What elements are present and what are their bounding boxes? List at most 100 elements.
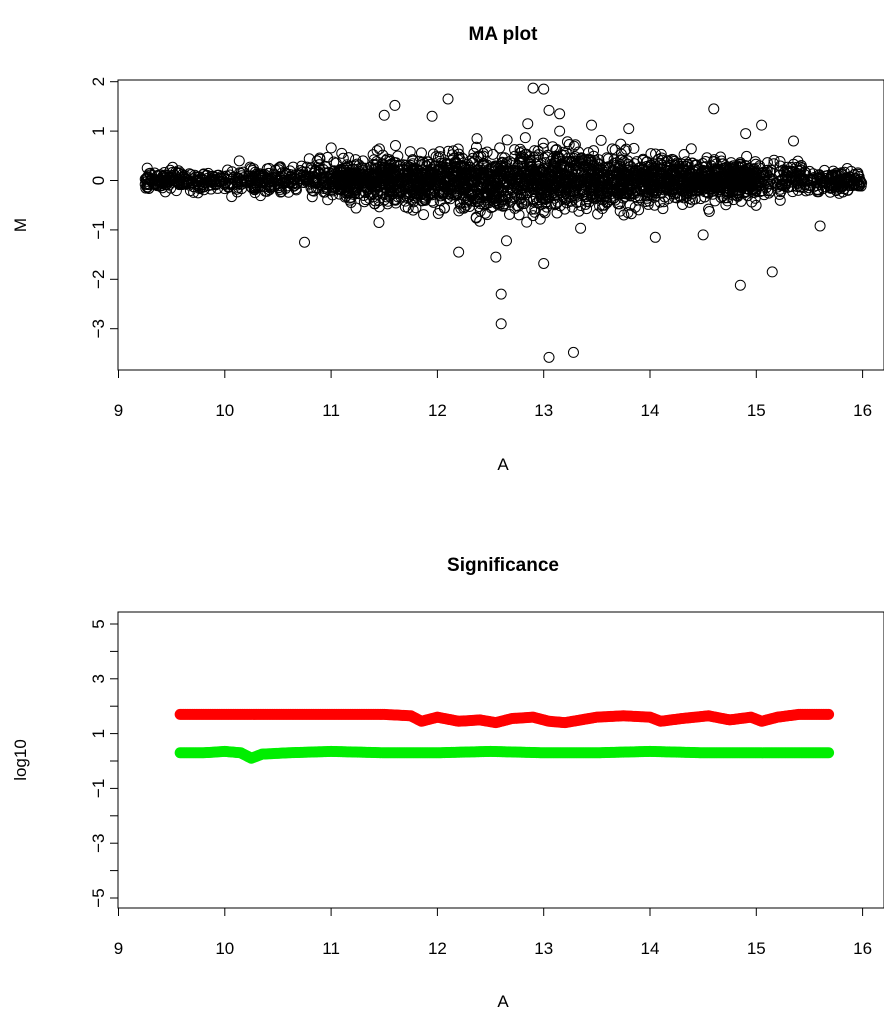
- ma-point: [550, 180, 562, 192]
- ma-point: [351, 183, 363, 195]
- ma-plot-points: [139, 82, 868, 363]
- ma-outlier-point: [623, 123, 635, 135]
- ma-point: [643, 195, 655, 207]
- ma-point: [546, 164, 558, 176]
- ma-point: [616, 154, 628, 166]
- ma-outlier-point: [299, 236, 311, 248]
- ma-point: [214, 175, 226, 187]
- ma-point: [763, 187, 775, 199]
- ma-point: [677, 198, 689, 210]
- x-tick-label: 12: [428, 939, 447, 958]
- ma-point: [835, 176, 847, 188]
- ma-point: [731, 190, 743, 202]
- ma-point: [454, 198, 466, 210]
- x-tick-label: 15: [747, 939, 766, 958]
- significance-x-label: A: [497, 992, 509, 1011]
- ma-point: [449, 189, 461, 201]
- ma-point: [288, 180, 300, 192]
- ma-point: [649, 148, 661, 160]
- ma-point: [595, 134, 607, 146]
- ma-point: [804, 180, 816, 192]
- ma-point: [721, 182, 733, 194]
- ma-point: [350, 202, 362, 214]
- ma-point: [339, 184, 351, 196]
- ma-point: [678, 149, 690, 161]
- ma-point: [438, 176, 450, 188]
- ma-point: [709, 195, 721, 207]
- ma-point: [345, 196, 357, 208]
- ma-point: [580, 159, 592, 171]
- ma-point: [469, 193, 481, 205]
- ma-point: [560, 188, 572, 200]
- ma-point: [684, 168, 696, 180]
- x-tick-label: 9: [114, 939, 123, 958]
- ma-point: [395, 191, 407, 203]
- ma-point: [248, 182, 260, 194]
- ma-point: [835, 183, 847, 195]
- ma-outlier-point: [495, 318, 507, 330]
- ma-point: [347, 186, 359, 198]
- ma-point: [694, 176, 706, 188]
- ma-point: [685, 143, 697, 155]
- ma-point: [637, 153, 649, 165]
- ma-point: [555, 172, 567, 184]
- ma-point: [426, 164, 438, 176]
- ma-point: [446, 170, 458, 182]
- ma-point: [822, 170, 834, 182]
- ma-point: [314, 153, 326, 165]
- ma-point: [472, 171, 484, 183]
- ma-point: [164, 164, 176, 176]
- ma-point: [660, 182, 672, 194]
- ma-point: [593, 167, 605, 179]
- ma-point: [580, 171, 592, 183]
- ma-point: [560, 191, 572, 203]
- y-tick-label: −1: [89, 220, 108, 239]
- y-tick-label: −5: [89, 888, 108, 907]
- ma-point: [369, 198, 381, 210]
- ma-outlier-point: [527, 82, 539, 94]
- ma-point: [404, 146, 416, 158]
- ma-point: [508, 179, 520, 191]
- ma-outlier-point: [788, 135, 800, 147]
- x-tick-label: 13: [534, 401, 553, 420]
- ma-point: [233, 155, 245, 167]
- ma-point: [339, 191, 351, 203]
- ma-point: [663, 184, 675, 196]
- ma-point: [573, 146, 585, 158]
- ma-point: [720, 174, 732, 186]
- ma-point: [494, 142, 506, 154]
- ma-point: [629, 201, 641, 213]
- ma-point: [516, 196, 528, 208]
- ma-point: [548, 173, 560, 185]
- ma-point: [350, 154, 362, 166]
- ma-point: [649, 199, 661, 211]
- ma-point: [818, 176, 830, 188]
- ma-point: [575, 222, 587, 234]
- ma-outlier-point: [734, 279, 746, 291]
- ma-point: [551, 172, 563, 184]
- y-tick-label: −3: [89, 834, 108, 853]
- ma-point: [380, 162, 392, 174]
- ma-point: [853, 179, 865, 191]
- ma-outlier-point: [543, 351, 555, 363]
- ma-point: [409, 188, 421, 200]
- ma-outlier-point: [740, 128, 752, 140]
- ma-point: [227, 178, 239, 190]
- ma-point: [408, 168, 420, 180]
- significance-y-label: log10: [11, 739, 30, 781]
- ma-point: [788, 158, 800, 170]
- ma-point: [452, 143, 464, 155]
- ma-point: [670, 160, 682, 172]
- ma-outlier-point: [490, 251, 502, 263]
- ma-point: [741, 150, 753, 162]
- ma-outlier-point: [500, 235, 512, 247]
- ma-point: [593, 162, 605, 174]
- ma-point: [629, 191, 641, 203]
- ma-point: [520, 184, 532, 196]
- ma-point: [331, 169, 343, 181]
- ma-point: [567, 163, 579, 175]
- ma-point: [569, 185, 581, 197]
- ma-outlier-point: [554, 108, 566, 120]
